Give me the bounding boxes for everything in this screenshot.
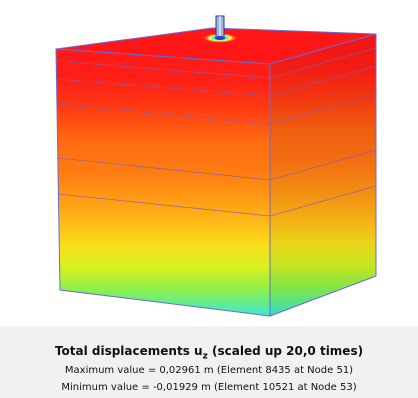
- soil-block-plot: [55, 15, 377, 317]
- results-title: Total displacements uz (scaled up 20,0 t…: [0, 344, 418, 361]
- min-value-line: Minimum value = -0,01929 m (Element 1052…: [61, 382, 357, 393]
- title-main: Total displacements u: [54, 344, 203, 358]
- pile-icon: [215, 15, 225, 40]
- model-viewport[interactable]: [0, 0, 418, 326]
- max-value-line: Maximum value = 0,02961 m (Element 8435 …: [64, 365, 354, 376]
- results-panel: Total displacements uz (scaled up 20,0 t…: [0, 326, 418, 398]
- title-subscript: z: [202, 351, 208, 362]
- title-suffix: (scaled up 20,0 times): [212, 344, 364, 358]
- side-layer-lines: [269, 47, 377, 217]
- side-face: [269, 33, 377, 317]
- front-face: [55, 48, 271, 317]
- front-layer-lines: [55, 60, 271, 217]
